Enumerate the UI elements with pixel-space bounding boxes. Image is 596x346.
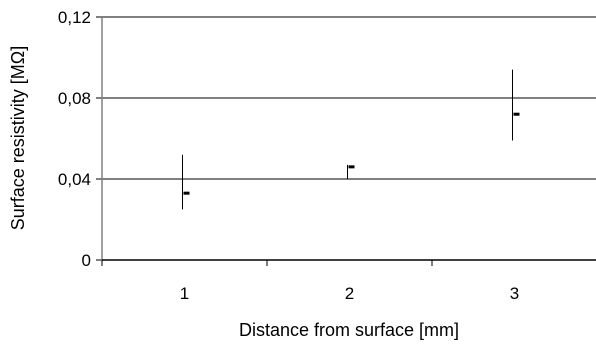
plot-area — [102, 17, 596, 260]
y-tick-label-2: 0,08 — [58, 89, 91, 108]
x-axis-title: Distance from surface [mm] — [239, 320, 459, 340]
y-axis-title: Surface resistivity [MΩ] — [8, 46, 28, 231]
y-tick-labels: 0 0,04 0,08 0,12 — [58, 8, 91, 270]
x-tick-label-1: 2 — [345, 284, 354, 303]
data-point-0-1 — [348, 165, 355, 169]
data-point-0-2 — [513, 112, 520, 116]
y-tick-label-3: 0,12 — [58, 8, 91, 27]
x-tick-label-2: 3 — [510, 284, 519, 303]
data-marks — [182, 69, 520, 210]
y-tick-label-1: 0,04 — [58, 170, 91, 189]
y-tick-label-0: 0 — [82, 251, 91, 270]
data-point-0-0 — [183, 191, 190, 195]
grid-lines — [102, 16, 596, 180]
x-tick-labels: 1 2 3 — [180, 284, 519, 303]
x-tick-label-0: 1 — [180, 284, 189, 303]
axes — [96, 16, 596, 266]
